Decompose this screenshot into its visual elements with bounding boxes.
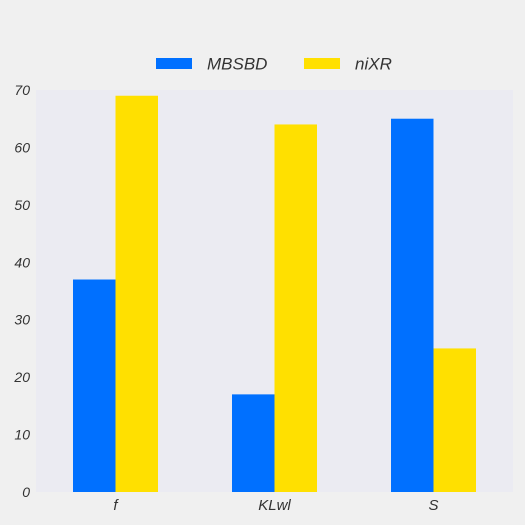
y-tick-label: 70 [14,82,30,98]
bar-MBSBD-KLwl [232,394,275,492]
x-tick-label: f [113,497,119,514]
legend-swatch [156,58,192,69]
y-axis-ticks: 0 10 20 30 40 50 60 70 [13,82,30,500]
bar-MBSBD-S [391,118,434,492]
bar-niXR-S [433,348,476,492]
bar-niXR-KLwl [274,124,317,492]
bars [73,95,476,492]
legend-swatch [304,58,340,69]
bar-niXR-f [115,95,158,492]
y-tick-label: 50 [14,197,30,213]
x-tick-label: S [428,497,438,514]
y-tick-label: 60 [14,139,30,155]
legend: MBSBD niXR [156,55,392,74]
y-tick-label: 10 [14,427,30,443]
y-tick-label: 0 [22,484,30,500]
x-axis-ticks: f KLwl S [113,497,438,514]
bar-MBSBD-f [73,279,116,492]
x-tick-label: KLwl [258,497,291,514]
legend-label: MBSBD [207,55,267,74]
y-tick-label: 20 [13,369,30,385]
legend-label: niXR [355,55,392,74]
y-tick-label: 40 [14,254,30,270]
y-tick-label: 30 [14,312,30,328]
